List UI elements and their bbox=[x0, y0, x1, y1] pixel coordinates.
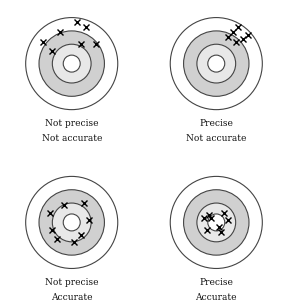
Circle shape bbox=[170, 176, 262, 268]
Circle shape bbox=[39, 31, 105, 96]
Circle shape bbox=[39, 190, 105, 255]
Text: Precise: Precise bbox=[199, 119, 233, 128]
Circle shape bbox=[208, 55, 225, 72]
Text: Not precise: Not precise bbox=[45, 278, 98, 287]
Circle shape bbox=[26, 18, 118, 110]
Circle shape bbox=[197, 203, 236, 242]
Circle shape bbox=[26, 176, 118, 268]
Circle shape bbox=[63, 214, 80, 231]
Text: Not accurate: Not accurate bbox=[186, 134, 247, 143]
Circle shape bbox=[63, 55, 80, 72]
Circle shape bbox=[183, 190, 249, 255]
Circle shape bbox=[52, 44, 91, 83]
Text: Accurate: Accurate bbox=[196, 293, 237, 302]
Text: Accurate: Accurate bbox=[51, 293, 92, 302]
Text: Not precise: Not precise bbox=[45, 119, 98, 128]
Circle shape bbox=[208, 214, 225, 231]
Circle shape bbox=[183, 31, 249, 96]
Text: Precise: Precise bbox=[199, 278, 233, 287]
Circle shape bbox=[197, 44, 236, 83]
Circle shape bbox=[52, 203, 91, 242]
Circle shape bbox=[170, 18, 262, 110]
Text: Not accurate: Not accurate bbox=[41, 134, 102, 143]
